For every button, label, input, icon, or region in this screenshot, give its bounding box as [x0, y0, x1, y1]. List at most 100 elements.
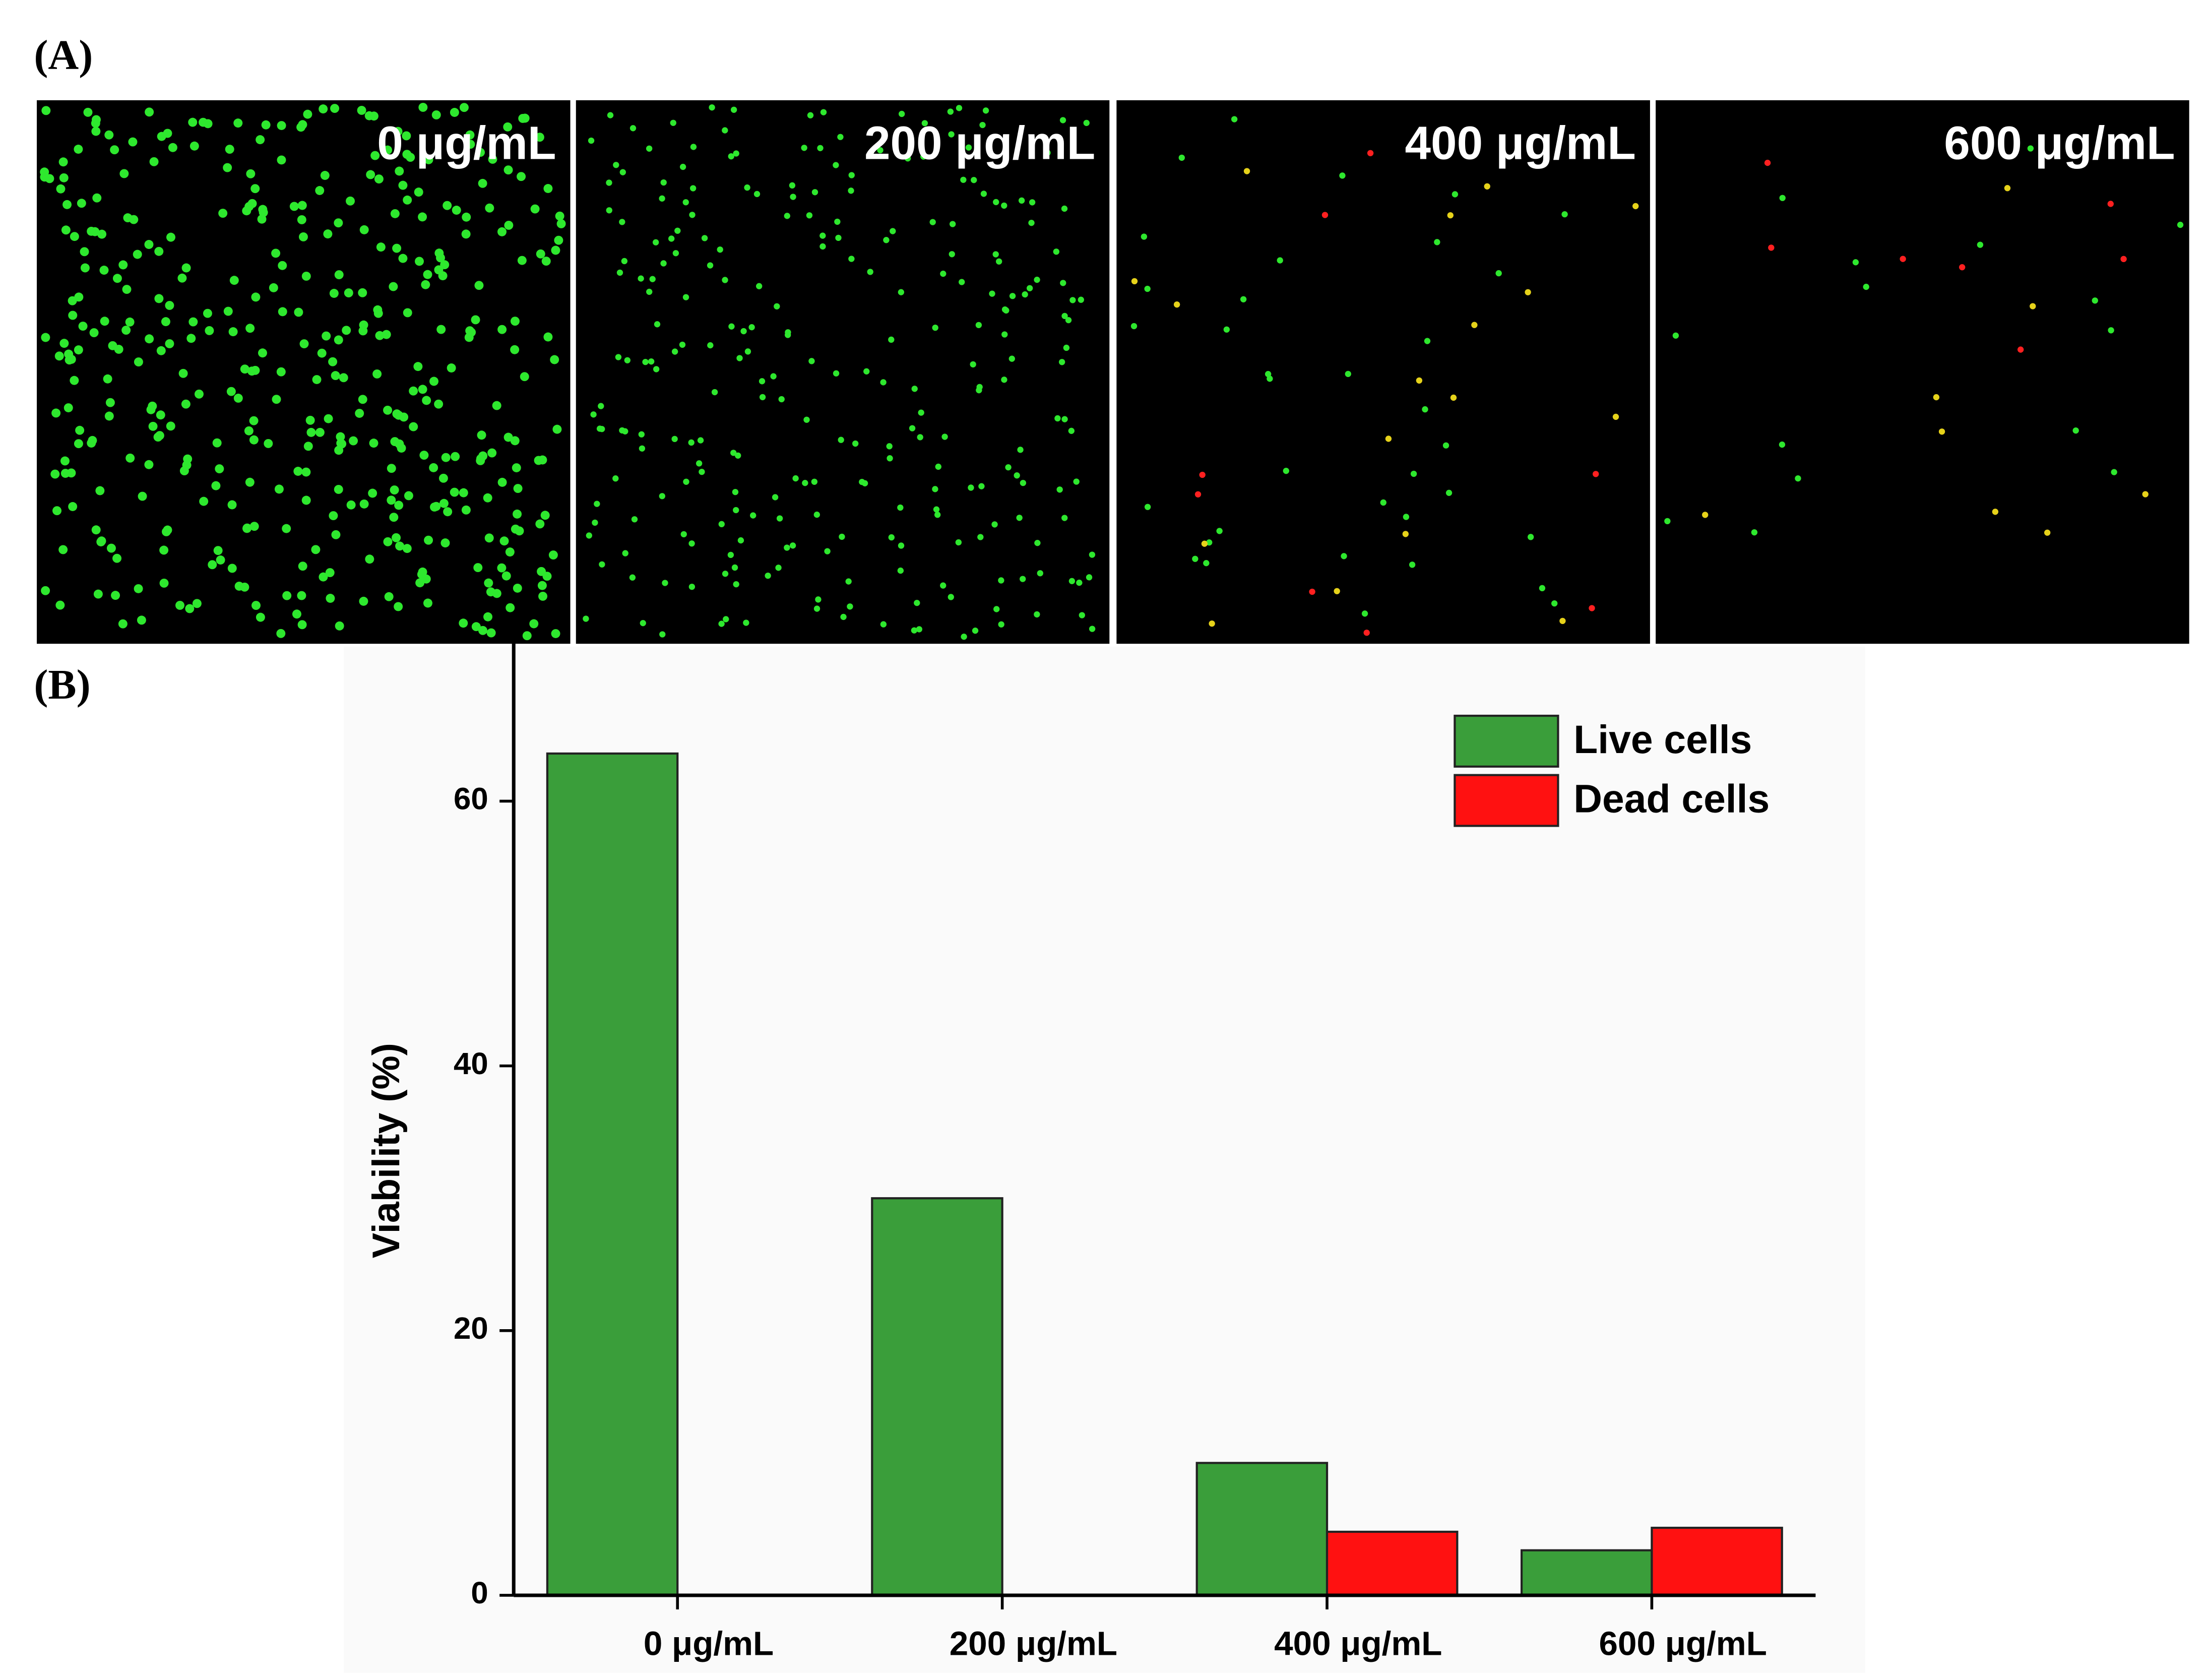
cell-dot	[598, 403, 604, 409]
cell-dot	[1938, 428, 1945, 435]
cell-dot	[74, 145, 83, 154]
cell-dot	[659, 195, 665, 202]
cell-dot	[612, 475, 619, 482]
cell-dot	[122, 285, 132, 294]
cell-dot	[722, 571, 729, 577]
cell-dot	[422, 396, 431, 405]
cell-dot	[436, 325, 446, 334]
cell-dot	[2177, 221, 2184, 228]
cell-dot	[510, 317, 520, 326]
cell-dot	[819, 243, 826, 250]
cell-dot	[165, 300, 174, 310]
cell-dot	[104, 130, 114, 140]
cell-dot	[166, 421, 175, 431]
cell-dot	[282, 524, 291, 533]
x-tick-label: 200 μg/mL	[950, 1625, 1117, 1663]
cell-dot	[486, 628, 496, 638]
cell-dot	[733, 150, 739, 157]
cell-dot	[961, 634, 967, 640]
cell-dot	[646, 288, 653, 295]
cell-dot	[1764, 159, 1771, 166]
cell-dot	[225, 145, 234, 154]
cell-dot	[2142, 491, 2149, 497]
cell-dot	[497, 477, 507, 487]
cell-dot	[982, 107, 989, 114]
cell-dot	[998, 621, 1004, 628]
cell-dot	[1484, 183, 1490, 190]
cell-dot	[97, 229, 107, 239]
cell-dot	[517, 256, 527, 265]
cell-dot	[975, 322, 982, 329]
image-label: 0 μg/mL	[377, 117, 556, 169]
legend-swatch	[1454, 774, 1559, 827]
cell-dot	[59, 173, 69, 182]
cell-dot	[247, 366, 257, 376]
cell-dot	[1008, 355, 1015, 362]
cell-dot	[1206, 539, 1213, 546]
legend-label: Dead cells	[1573, 777, 1770, 821]
cell-dot	[303, 109, 312, 119]
cell-dot	[324, 414, 333, 423]
cell-dot	[41, 586, 50, 595]
cell-dot	[540, 511, 550, 520]
cell-dot	[471, 622, 481, 632]
cell-dot	[355, 409, 364, 418]
cell-dot	[898, 542, 905, 549]
cell-dot	[1022, 291, 1028, 298]
cell-dot	[789, 182, 796, 189]
cell-dot	[301, 271, 311, 281]
cell-dot	[731, 564, 738, 571]
cell-dot	[223, 306, 233, 316]
cell-dot	[606, 179, 612, 186]
cell-dot	[668, 235, 675, 242]
cell-dot	[778, 396, 785, 403]
cell-dot	[409, 386, 418, 396]
cell-dot	[1334, 588, 1340, 594]
cell-dot	[424, 535, 433, 545]
cell-dot	[510, 436, 520, 446]
cell-dot	[438, 473, 448, 483]
cell-dot	[451, 452, 460, 461]
cell-dot	[211, 481, 221, 490]
cell-dot	[163, 129, 172, 138]
cell-dot	[342, 326, 351, 335]
cell-dot	[447, 363, 456, 372]
cell-dot	[368, 488, 377, 498]
cell-dot	[334, 484, 343, 494]
cell-dot	[940, 270, 946, 277]
cell-dot	[744, 184, 750, 191]
cell-dot	[886, 443, 893, 450]
cell-dot	[2017, 346, 2024, 353]
cell-dot	[203, 308, 212, 318]
cell-dot	[622, 428, 628, 434]
cell-dot	[642, 358, 649, 365]
cell-dot	[125, 317, 135, 327]
cell-dot	[431, 110, 441, 119]
cell-dot	[594, 501, 600, 507]
cell-dot	[497, 325, 507, 334]
cell-dot	[909, 425, 916, 431]
cell-dot	[359, 499, 369, 509]
cell-dot	[689, 212, 696, 218]
cell-dot	[334, 335, 343, 345]
cell-dot	[815, 596, 822, 603]
cell-dot	[497, 227, 507, 236]
cell-dot	[920, 153, 927, 160]
cell-dot	[541, 257, 551, 266]
cell-dot	[1243, 168, 1250, 174]
cell-dot	[103, 374, 112, 384]
cell-dot	[839, 533, 845, 540]
cell-dot	[513, 583, 522, 593]
cell-dot	[897, 567, 904, 574]
cell-dot	[510, 345, 520, 354]
cell-dot	[1034, 540, 1041, 546]
cell-dot	[1528, 534, 1534, 540]
cell-dot	[991, 521, 998, 528]
cell-dot	[1144, 285, 1151, 292]
cell-dot	[118, 619, 128, 629]
cell-dot	[845, 578, 852, 585]
cell-dot	[550, 355, 559, 364]
cell-dot	[607, 112, 614, 118]
cell-dot	[1589, 605, 1595, 611]
